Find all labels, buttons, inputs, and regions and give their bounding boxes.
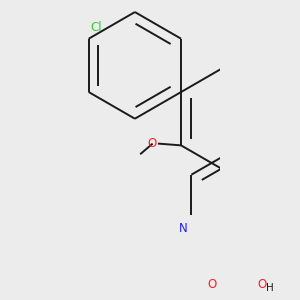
- Text: O: O: [147, 137, 156, 150]
- Text: O: O: [257, 278, 266, 290]
- Text: O: O: [207, 278, 216, 291]
- Text: Cl: Cl: [91, 21, 102, 34]
- Text: N: N: [179, 221, 188, 235]
- Text: H: H: [266, 283, 274, 292]
